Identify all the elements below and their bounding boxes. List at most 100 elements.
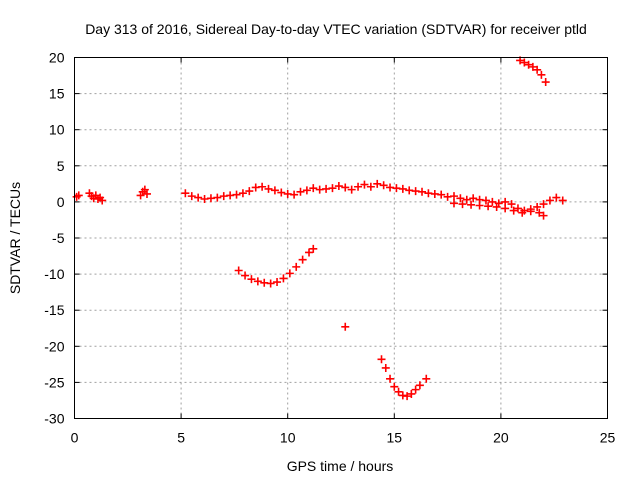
data-point [552,193,561,202]
data-point [277,188,286,197]
data-point [528,62,537,71]
y-tick-label: -10 [44,266,64,282]
data-point [241,271,250,280]
data-point [309,184,318,193]
data-point [381,363,390,372]
data-point [488,197,497,206]
x-tick-label: 0 [71,430,79,446]
grid [74,57,608,419]
data-series [516,56,550,87]
data-point [513,204,522,213]
data-point [386,374,395,383]
y-tick-label: 0 [57,194,65,210]
y-tick-label: -20 [44,338,64,354]
data-point [449,199,458,208]
data-point [279,274,288,283]
data-point [539,200,548,209]
data-point [258,182,267,191]
data-point [247,275,256,284]
data-series [449,199,548,220]
data-point [245,187,254,196]
data-point [390,382,399,391]
data-point [507,200,516,209]
data-series [341,322,350,331]
data-point [418,187,427,196]
x-tick-label: 25 [600,430,616,446]
x-tick-label: 5 [177,430,185,446]
data-point [194,193,203,202]
data-point [305,248,314,257]
data-point [467,200,476,209]
data-series [72,179,567,215]
data-point [181,189,190,198]
data-point [238,189,247,198]
y-axis-title: SDTVAR / TECUs [7,182,23,294]
data-point [526,207,535,216]
data-point [411,385,420,394]
x-tick-label: 20 [493,430,509,446]
data-series [377,355,431,401]
data-point [518,208,527,217]
data-point [264,184,273,193]
data-point [537,70,546,79]
data-point [545,196,554,205]
data-series [234,244,318,288]
data-point [366,182,375,191]
data-point [285,269,294,278]
x-tick-label: 15 [387,430,403,446]
y-tick-label: 20 [49,50,65,66]
y-tick-label: 10 [49,122,65,138]
data-point [379,181,388,190]
y-tick-label: -15 [44,302,64,318]
data-point [415,381,424,390]
y-tick-label: 15 [49,86,65,102]
data-point [456,194,465,203]
data-point [74,191,83,200]
y-tick-label: -5 [52,230,65,246]
data-point [437,190,446,199]
data-point [334,182,343,191]
data-point [458,200,467,209]
data-point [449,192,458,201]
axis-ticks: 0 5 10 15 20 25 -30 -25 -20 -15 -10 -5 0 5 10 15 20 [44,50,615,446]
data-point [403,392,412,401]
data-point [347,185,356,194]
data-point [520,58,529,67]
data-point [539,211,548,220]
y-tick-label: -25 [44,374,64,390]
data-point [232,190,241,199]
data-point [509,206,518,215]
data-point [309,244,318,253]
data-point [533,202,542,211]
data-point [501,204,510,213]
data-point [484,202,493,211]
data-point [398,184,407,193]
y-tick-label: -30 [44,411,64,427]
data-point [328,184,337,193]
data-point [377,355,386,364]
x-tick-label: 10 [280,430,296,446]
chart-title: Day 313 of 2016, Sidereal Day-to-day VTE… [85,21,587,37]
data-points [72,56,567,401]
plot-frame [74,57,608,419]
data-point [290,190,299,199]
data-point [422,374,431,383]
data-point [469,194,478,203]
data-point [535,208,544,217]
data-point [558,196,567,205]
data-point [524,60,533,69]
data-point [407,389,416,398]
data-point [302,186,311,195]
data-point [140,185,149,194]
data-point [270,186,279,195]
data-point [98,196,107,205]
data-point [341,322,350,331]
data-point [354,182,363,191]
data-point [481,196,490,205]
data-point [394,387,403,396]
data-point [541,78,550,87]
data-point [373,179,382,188]
data-point [360,180,369,189]
data-point [533,65,542,74]
